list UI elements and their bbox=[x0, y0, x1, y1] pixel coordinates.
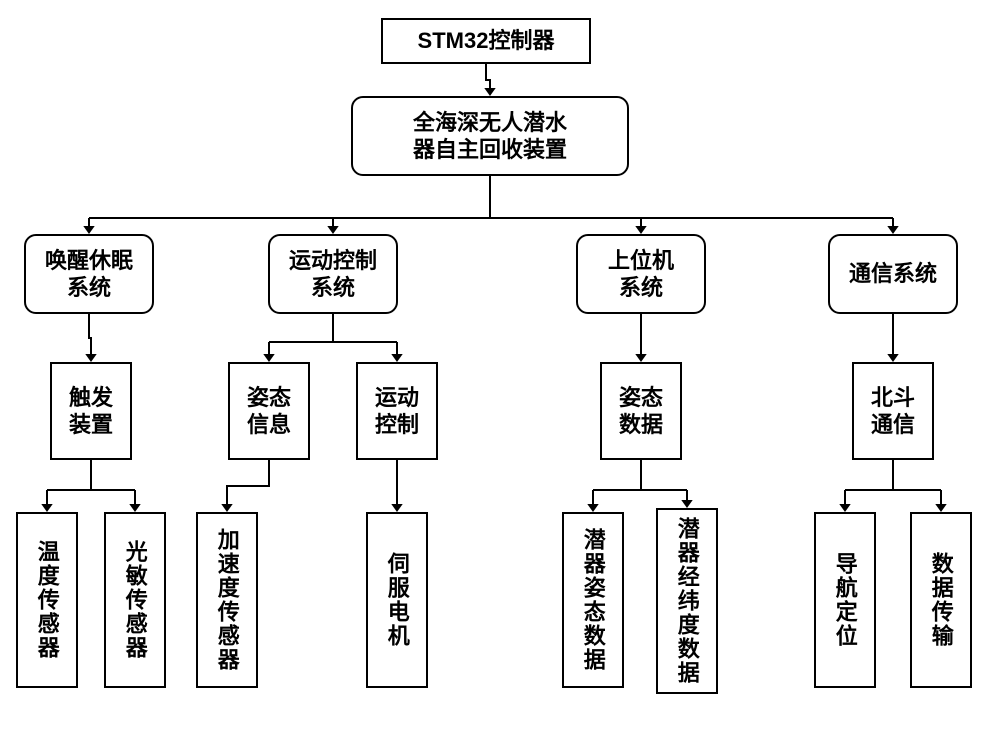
node-pose: 潜器姿态数据 bbox=[562, 512, 624, 688]
node-accel: 加速度传感器 bbox=[196, 512, 258, 688]
node-main: 全海深无人潜水 器自主回收装置 bbox=[351, 96, 629, 176]
node-attitude: 姿态 信息 bbox=[228, 362, 310, 460]
node-label: 北斗 通信 bbox=[871, 384, 915, 439]
node-attdata: 姿态 数据 bbox=[600, 362, 682, 460]
diagram-canvas: STM32控制器全海深无人潜水 器自主回收装置唤醒休眠 系统 运动控制 系统 上位机… bbox=[0, 0, 1000, 732]
node-label: 唤醒休眠 系统 bbox=[45, 247, 133, 302]
node-label: 温度传感器 bbox=[33, 540, 61, 660]
node-root: STM32控制器 bbox=[381, 18, 591, 64]
node-motion: 运动 控制 bbox=[356, 362, 438, 460]
node-sys3: 上位机 系统 bbox=[576, 234, 706, 314]
node-trigger: 触发 装置 bbox=[50, 362, 132, 460]
node-label: 姿态 数据 bbox=[619, 384, 663, 439]
node-label: 运动控制 系统 bbox=[289, 247, 377, 302]
node-label: 通信系统 bbox=[849, 260, 937, 288]
node-label: 光敏传感器 bbox=[121, 540, 149, 660]
node-label: 潜器姿态数据 bbox=[579, 528, 607, 672]
node-label: 数据传输 bbox=[927, 552, 955, 648]
node-servo: 伺服电机 bbox=[366, 512, 428, 688]
node-label: 伺服电机 bbox=[383, 552, 411, 648]
node-nav: 导航定位 bbox=[814, 512, 876, 688]
node-beidou: 北斗 通信 bbox=[852, 362, 934, 460]
node-latlon: 潜器经纬度数据 bbox=[656, 508, 718, 694]
node-sys1: 唤醒休眠 系统 bbox=[24, 234, 154, 314]
node-label: 运动 控制 bbox=[375, 384, 419, 439]
node-label: 上位机 系统 bbox=[608, 247, 674, 302]
node-label: 全海深无人潜水 器自主回收装置 bbox=[413, 109, 567, 164]
node-sys2: 运动控制 系统 bbox=[268, 234, 398, 314]
node-datax: 数据传输 bbox=[910, 512, 972, 688]
node-label: 触发 装置 bbox=[69, 384, 113, 439]
node-sys4: 通信系统 bbox=[828, 234, 958, 314]
node-label: 姿态 信息 bbox=[247, 384, 291, 439]
node-label: 潜器经纬度数据 bbox=[673, 517, 701, 685]
node-light: 光敏传感器 bbox=[104, 512, 166, 688]
node-label: 加速度传感器 bbox=[213, 528, 241, 672]
node-label: 导航定位 bbox=[831, 552, 859, 648]
node-label: STM32控制器 bbox=[418, 27, 555, 55]
node-temp: 温度传感器 bbox=[16, 512, 78, 688]
